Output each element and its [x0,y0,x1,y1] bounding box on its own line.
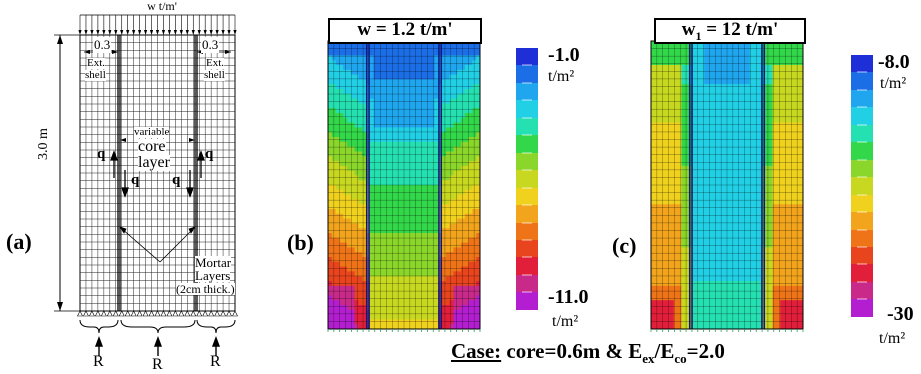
panel-c-label: (c) [612,233,636,259]
colorbar-cell [851,160,873,177]
legend-b-top-value: -1.0 [548,44,580,67]
legend-c-top-value: -8.0 [878,51,910,74]
colorbar-cell [851,230,873,247]
legend-b-top-unit: t/m² [548,68,574,86]
colorbar-cell [516,100,538,117]
colorbar-cell [851,72,873,89]
ext-shell-left-label-2: shell [85,70,106,81]
colorbar-cell [851,125,873,142]
ext-shell-right-label-1: Ext. [206,58,224,69]
colorbar-cell [516,240,538,257]
colorbar-cell [516,170,538,187]
wall-mesh-diagram [0,0,260,369]
ext-thickness-left: 0.3 [93,37,111,53]
core-label-line2: layer [138,155,170,171]
legend-c-bottom-value: -30 [887,303,914,326]
panel-c-title: w1 = 12 t/m' [654,18,806,44]
colorbar-cell [516,65,538,82]
stress-contour-c [651,41,807,331]
panel-b-title: w = 1.2 t/m' [328,18,482,44]
colorbar-cell [516,153,538,170]
colorbar-c [851,55,873,317]
reaction-left-label: R [93,353,104,371]
reaction-mid-label: R [152,356,163,374]
colorbar-cell [516,83,538,100]
colorbar-cell [851,282,873,299]
case-text-post: =2.0 [687,339,725,363]
case-text-pre: core=0.6m & E [501,339,642,363]
height-label: 3.0 m [36,120,52,160]
mortar-label-3: (2cm thick.) [176,283,235,295]
case-sub-ex: ex [642,351,654,366]
support-triangles [78,311,238,316]
panel-c-title-post: = 12 t/m' [701,19,778,40]
reaction-braces [80,320,235,333]
stress-contour-b [328,41,484,331]
q-label-4: q [205,146,213,163]
colorbar-cell [851,264,873,281]
core-label-line1: core [138,139,166,155]
colorbar-cell [851,55,873,72]
colorbar-cell [516,292,538,309]
colorbar-cell [516,48,538,65]
colorbar-cell [516,275,538,292]
height-dimension [54,35,80,311]
reaction-right-label: R [210,353,221,371]
colorbar-cell [851,212,873,229]
reaction-arrows [96,338,219,356]
ext-shell-left-label-1: Ext. [87,58,105,69]
case-caption: Case: core=0.6m & Eex/Eco=2.0 [451,339,725,367]
colorbar-cell [851,142,873,159]
colorbar-cell [516,135,538,152]
colorbar-cell [851,90,873,107]
q-label-1: q [97,146,105,163]
legend-b-bottom-unit: t/m² [552,313,578,331]
colorbar-cell [851,177,873,194]
case-text-mid: /E [654,339,674,363]
colorbar-cell [516,223,538,240]
distributed-load-arrows [78,15,236,35]
case-label: Case: [451,339,501,363]
ext-thickness-right: 0.3 [201,37,219,53]
colorbar-cell [851,107,873,124]
panel-a-label: (a) [6,229,32,255]
colorbar-b [516,48,538,310]
legend-c-bottom-unit: t/m² [879,330,905,348]
mortar-label-2: Layers [195,269,230,282]
panel-b-label: (b) [287,230,314,256]
case-sub-co: co [674,351,686,366]
q-label-2: q [131,172,139,189]
colorbar-cell [516,118,538,135]
core-variable-label: variable [134,127,169,138]
ext-shell-right-label-2: shell [204,70,225,81]
colorbar-cell [851,195,873,212]
legend-c-top-unit: t/m² [880,75,906,93]
panel-c-title-pre: w [682,19,696,40]
colorbar-cell [516,205,538,222]
colorbar-cell [516,188,538,205]
legend-b-bottom-value: -11.0 [548,286,589,309]
q-label-3: q [172,172,180,189]
colorbar-cell [851,299,873,316]
colorbar-cell [851,247,873,264]
colorbar-cell [516,257,538,274]
